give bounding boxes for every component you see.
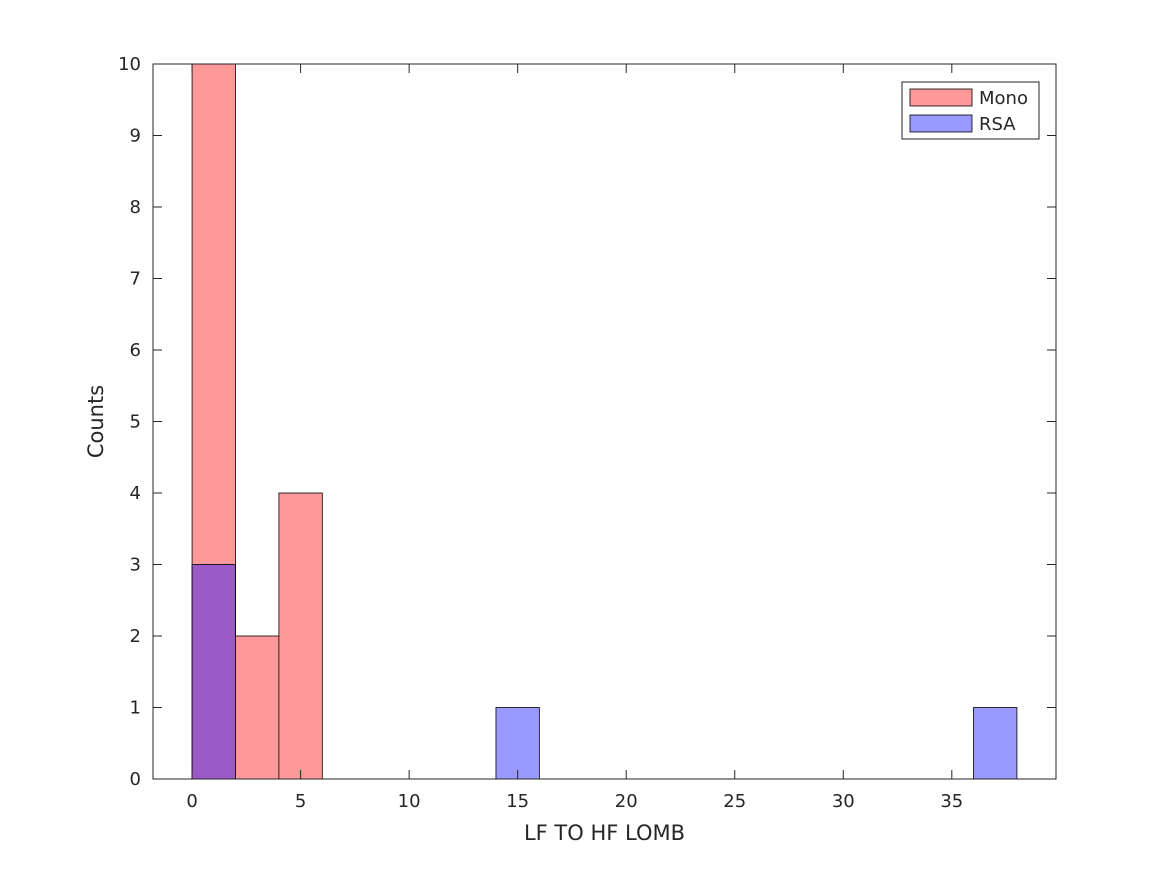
bar-mono-bin-0	[192, 64, 236, 565]
y-tick-label: 6	[130, 340, 141, 361]
y-tick-label: 7	[130, 269, 141, 290]
x-tick-label: 30	[832, 791, 855, 812]
x-tick-label: 5	[295, 791, 306, 812]
bar-rsa-bin-7	[495, 707, 540, 779]
x-tick-label: 0	[186, 791, 197, 812]
bar-overlap-bin-0	[192, 564, 236, 779]
plot-area	[191, 63, 1018, 780]
y-tick-label: 9	[130, 126, 141, 147]
x-tick-label: 10	[398, 791, 421, 812]
y-tick-label: 2	[130, 626, 141, 647]
legend-swatch-rsa	[909, 114, 973, 133]
legend-label-rsa: RSA	[979, 114, 1016, 135]
legend: Mono RSA	[901, 81, 1040, 140]
y-tick-label: 5	[130, 412, 141, 433]
y-tick-label: 4	[130, 483, 141, 504]
y-tick-label: 0	[130, 769, 141, 790]
legend-swatch-mono	[909, 88, 973, 107]
bar-mono-bin-1	[235, 636, 279, 779]
y-axis-label: Counts	[84, 385, 108, 458]
legend-label-mono: Mono	[979, 88, 1028, 109]
x-tick-label: 15	[506, 791, 529, 812]
x-tick-label: 25	[723, 791, 746, 812]
axis-ticks: 0 5 10 15 20 25 30 35 0 1 2 3 4 5 6 7 8 9 10	[118, 54, 1056, 812]
y-tick-label: 10	[118, 54, 141, 75]
x-tick-label: 20	[615, 791, 638, 812]
bar-mono-bin-2	[278, 493, 323, 779]
bar-rsa-bin-18	[973, 707, 1017, 779]
x-tick-label: 35	[940, 791, 963, 812]
y-tick-label: 1	[130, 698, 141, 719]
x-axis-label: LF TO HF LOMB	[524, 821, 685, 845]
y-tick-label: 8	[130, 197, 141, 218]
y-tick-label: 3	[130, 555, 141, 576]
